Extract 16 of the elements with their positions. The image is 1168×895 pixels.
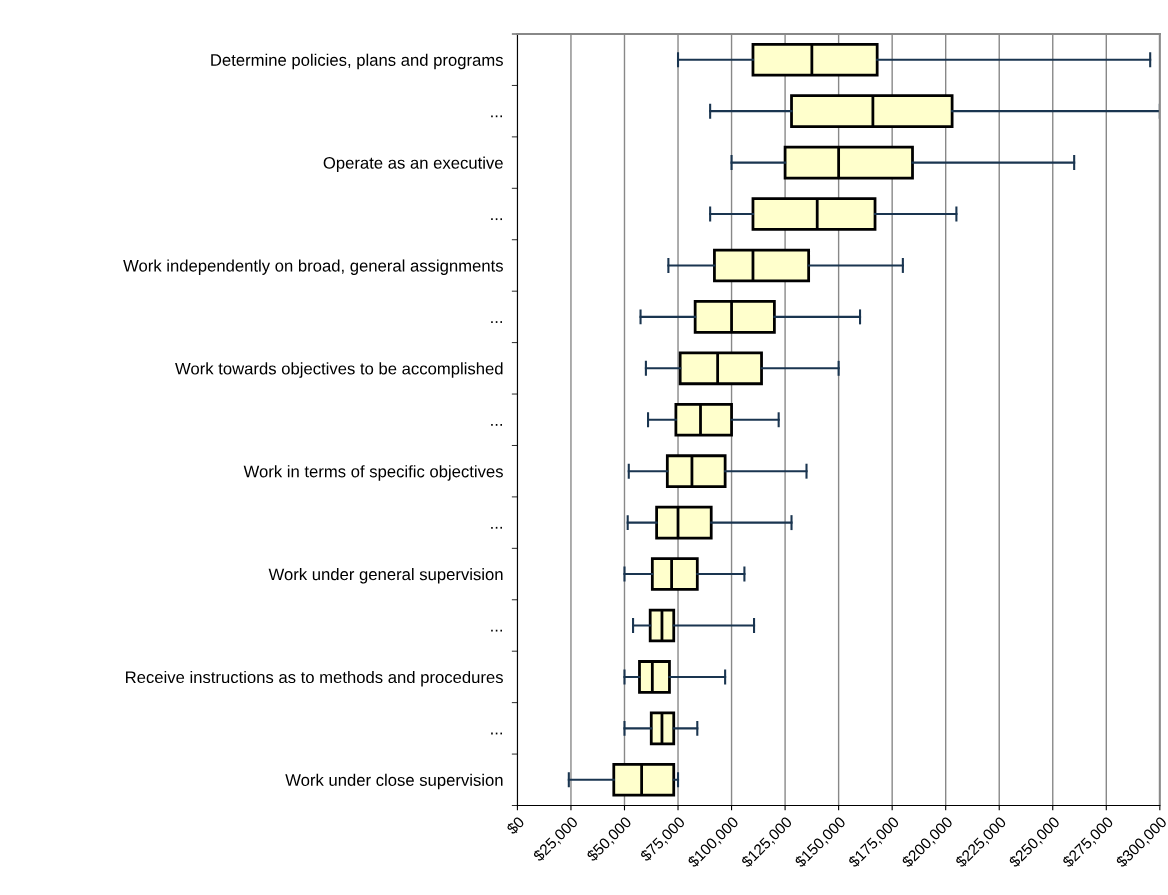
y-tick-label: Operate as an executive	[323, 156, 503, 173]
y-tick-label: ...	[491, 424, 503, 426]
y-tick-label: ...	[491, 732, 503, 735]
y-tick-label: ...	[491, 218, 503, 221]
y-tick-label: Work under general supervision	[268, 568, 503, 584]
y-tick-label: Determine policies, plans and programs	[211, 53, 503, 70]
y-tick-label: ...	[491, 321, 503, 323]
y-tick-label: Receive instructions as to methods and procedures	[126, 670, 503, 687]
x-tick-label: $0	[505, 815, 526, 836]
y-tick-label: Work independently on broad, general assignments	[123, 259, 503, 275]
y-tick-label: ...	[491, 629, 503, 632]
y-tick-label: Work under close supervision	[285, 773, 503, 790]
y-tick-label: Work in terms of specific objectives	[243, 465, 503, 481]
y-tick-label: ...	[491, 115, 503, 118]
y-tick-label: ...	[491, 526, 503, 529]
y-tick-label: Work towards objectives to be accomplished	[175, 362, 503, 378]
